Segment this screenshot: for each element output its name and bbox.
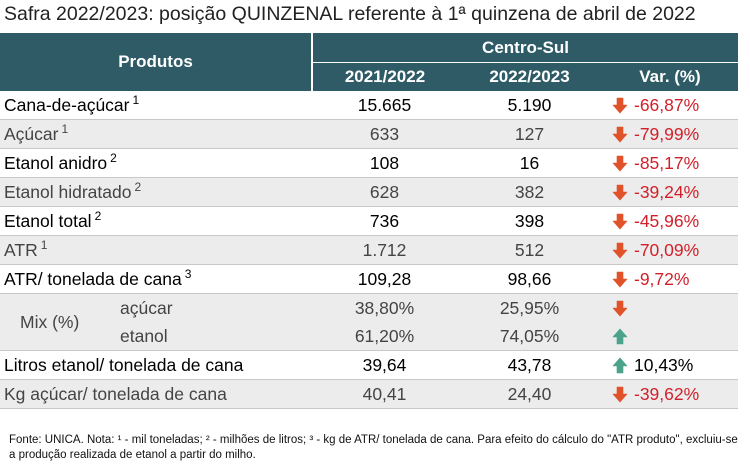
mix-etanol-2022-2023: 74,05%: [457, 322, 602, 351]
mix-etanol-label: etanol: [120, 326, 168, 346]
row-product-name: ATR/ tonelada de cana 3: [0, 264, 312, 294]
mix-acucar-variation: [602, 293, 738, 322]
table-row-mix-etanol: 61,20% 74,05%: [0, 322, 738, 351]
row-product-name: Cana-de-açúcar 1: [0, 91, 312, 120]
row-value-2022-2023: 24,40: [457, 379, 602, 409]
row-value-2021-2022: 628: [312, 177, 457, 207]
row-value-2022-2023: 16: [457, 148, 602, 178]
row-product-name: Etanol anidro 2: [0, 148, 312, 178]
mix-etanol-2021-2022: 61,20%: [312, 322, 457, 351]
row-value-2022-2023: 512: [457, 235, 602, 265]
row-value-2021-2022: 736: [312, 206, 457, 236]
row-value-2021-2022: 1.712: [312, 235, 457, 265]
footnote: Fonte: UNICA. Nota: ¹ - mil toneladas; ²…: [9, 434, 738, 461]
arrow-down-icon: [612, 126, 628, 142]
row-value-2022-2023: 398: [457, 206, 602, 236]
row-variation: -39,24%: [602, 177, 738, 207]
row-variation: -45,96%: [602, 206, 738, 236]
table-row: Açúcar 1 633 127 -79,99%: [0, 119, 738, 149]
note-marker: 1: [40, 237, 48, 252]
arrow-down-icon: [612, 155, 628, 171]
table-row-mix-acucar: Mix (%) açúcar etanol 38,80% 25,95%: [0, 293, 738, 351]
mix-acucar-label: açúcar: [120, 298, 173, 318]
row-value-2021-2022: 40,41: [312, 379, 457, 409]
note-marker: 2: [110, 150, 117, 165]
table-row: Cana-de-açúcar 1 15.665 5.190 -66,87%: [0, 91, 738, 120]
note-marker: 3: [184, 266, 192, 281]
arrow-down-icon: [612, 184, 628, 200]
arrow-down-icon: [612, 213, 628, 229]
row-product-name: Açúcar 1: [0, 119, 312, 149]
row-value-2022-2023: 5.190: [457, 91, 602, 120]
table-row: Etanol total 2 736 398 -45,96%: [0, 206, 738, 236]
mix-acucar-2021-2022: 38,80%: [312, 293, 457, 322]
mix-acucar-2022-2023: 25,95%: [457, 293, 602, 322]
mix-etanol-variation: [602, 322, 738, 351]
row-product-name: ATR 1: [0, 235, 312, 265]
note-marker: 2: [134, 179, 142, 194]
row-value-2022-2023: 382: [457, 177, 602, 207]
note-marker: 1: [61, 121, 69, 136]
row-variation: -9,72%: [602, 264, 738, 294]
row-product-name: Kg açúcar/ tonelada de cana: [0, 379, 312, 409]
mix-cell: Mix (%) açúcar etanol: [0, 293, 312, 351]
production-table: Produtos Centro-Sul 2021/2022 2022/2023 …: [0, 33, 738, 409]
arrow-up-icon: [612, 328, 628, 344]
row-value-2022-2023: 43,78: [457, 350, 602, 380]
row-value-2021-2022: 109,28: [312, 264, 457, 294]
header-region: Centro-Sul: [312, 33, 738, 63]
arrow-down-icon: [612, 300, 628, 316]
row-product-name: Litros etanol/ tonelada de cana: [0, 350, 312, 380]
note-marker: 1: [132, 92, 140, 107]
row-variation: -85,17%: [602, 148, 738, 178]
row-product-name: Etanol hidratado 2: [0, 177, 312, 207]
header-col-2021-2022: 2021/2022: [312, 62, 457, 91]
arrow-down-icon: [612, 97, 628, 113]
page-title: Safra 2022/2023: posição QUINZENAL refer…: [4, 3, 696, 25]
row-variation: 10,43%: [602, 350, 738, 380]
mix-label: Mix (%): [20, 311, 80, 332]
row-value-2021-2022: 108: [312, 148, 457, 178]
header-col-2022-2023: 2022/2023: [457, 62, 602, 91]
row-variation: -39,62%: [602, 379, 738, 409]
note-marker: 2: [94, 208, 102, 223]
row-variation: -79,99%: [602, 119, 738, 149]
row-value-2022-2023: 98,66: [457, 264, 602, 294]
row-value-2021-2022: 15.665: [312, 91, 457, 120]
table-row: Etanol anidro 2 108 16 -85,17%: [0, 148, 738, 178]
arrow-down-icon: [612, 242, 628, 258]
table-row: Kg açúcar/ tonelada de cana 40,41 24,40 -39…: [0, 379, 738, 409]
row-product-name: Etanol total 2: [0, 206, 312, 236]
table-row: Litros etanol/ tonelada de cana 39,64 43,7…: [0, 350, 738, 380]
header-col-var: Var. (%): [602, 62, 738, 91]
row-variation: -66,87%: [602, 91, 738, 120]
arrow-down-icon: [612, 271, 628, 287]
arrow-down-icon: [612, 386, 628, 402]
row-variation: -70,09%: [602, 235, 738, 265]
table-row: ATR 1 1.712 512 -70,09%: [0, 235, 738, 265]
row-value-2021-2022: 39,64: [312, 350, 457, 380]
table-row: Etanol hidratado 2 628 382 -39,24%: [0, 177, 738, 207]
arrow-up-icon: [612, 357, 628, 373]
row-value-2021-2022: 633: [312, 119, 457, 149]
table-row: ATR/ tonelada de cana 3 109,28 98,66 -9,72%: [0, 264, 738, 294]
header-produtos: Produtos: [0, 33, 313, 91]
row-value-2022-2023: 127: [457, 119, 602, 149]
